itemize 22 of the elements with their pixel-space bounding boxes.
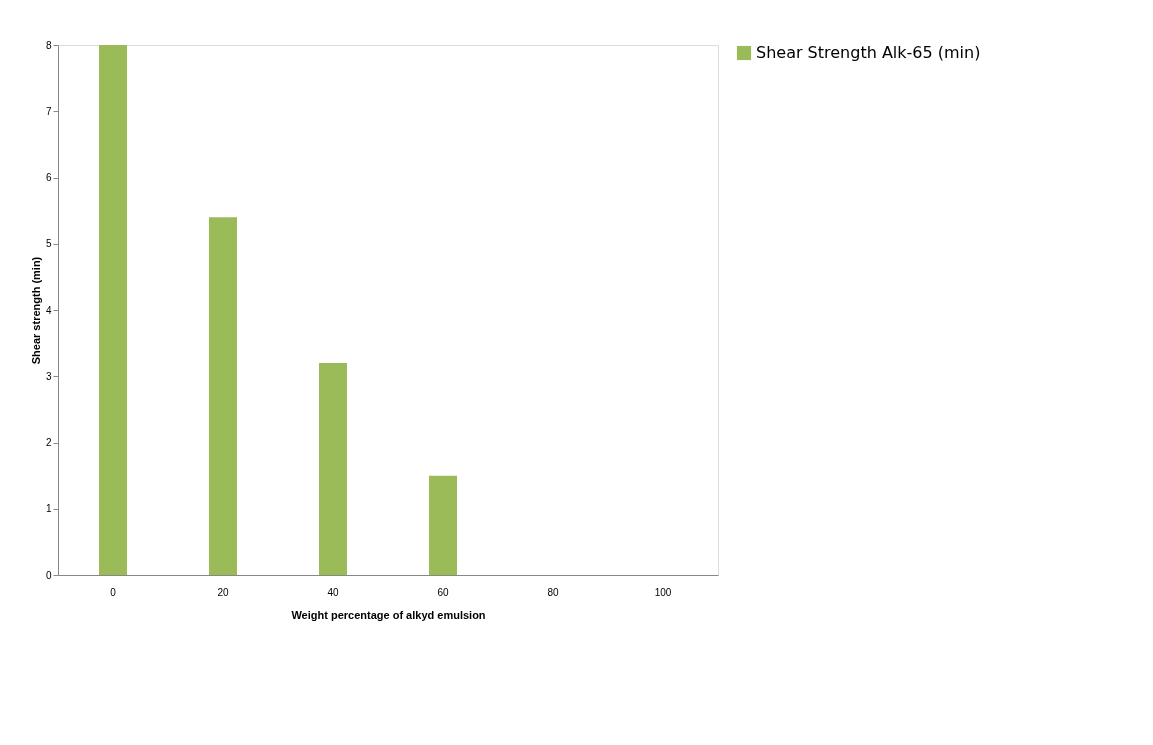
y-tick-label: 7 — [45, 105, 52, 117]
x-tick-label: 40 — [327, 586, 339, 598]
y-tick-label: 8 — [45, 39, 52, 51]
y-tick-label: 0 — [45, 569, 52, 581]
bar — [209, 217, 237, 575]
bar — [429, 475, 457, 575]
bar — [99, 45, 127, 575]
x-tick-label: 20 — [217, 586, 229, 598]
x-tick-label: 100 — [654, 586, 672, 598]
y-tick-label: 1 — [45, 503, 52, 515]
y-tick-label: 4 — [45, 304, 52, 316]
y-tick-label: 6 — [45, 172, 52, 183]
y-axis-title: Shear strength (min) — [29, 256, 42, 365]
legend-label: Shear Strength Alk-65 (min) — [756, 43, 981, 62]
y-tick-label: 5 — [45, 238, 52, 250]
x-tick-label: 80 — [547, 586, 559, 598]
bar — [319, 363, 347, 575]
x-axis-title: Weight percentage of alkyd emulsion — [291, 608, 486, 621]
x-tick-label: 60 — [437, 586, 449, 598]
x-tick-label: 0 — [110, 586, 117, 598]
y-tick-label: 3 — [45, 370, 52, 382]
y-tick-label: 2 — [45, 437, 52, 448]
